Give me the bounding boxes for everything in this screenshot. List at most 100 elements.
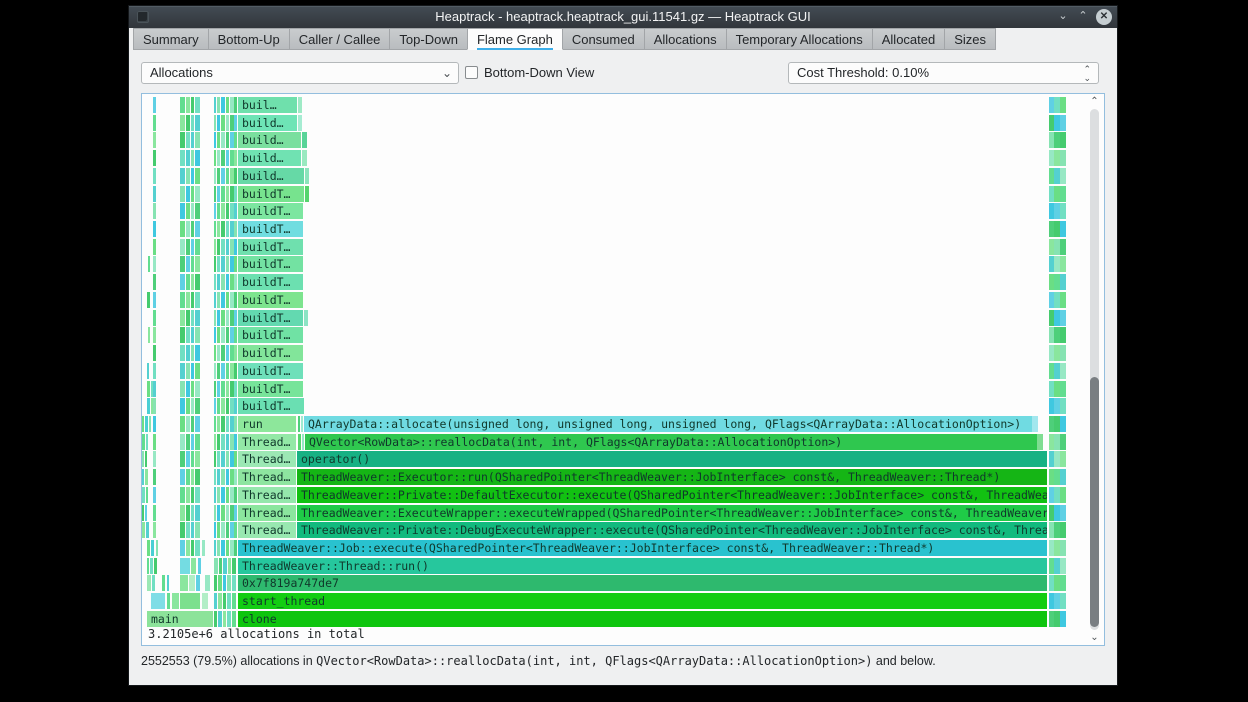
flame-segment[interactable]	[1049, 97, 1054, 113]
flame-segment[interactable]	[217, 451, 220, 468]
scrollbar-track[interactable]	[1090, 109, 1099, 630]
flame-segment[interactable]	[1049, 557, 1054, 574]
flame-segment[interactable]	[214, 114, 216, 131]
flame-segment[interactable]	[186, 185, 190, 202]
flame-segment[interactable]	[191, 380, 194, 397]
flame-segment[interactable]	[214, 469, 216, 486]
flame-segment[interactable]	[221, 540, 225, 556]
flame-segment[interactable]	[234, 203, 237, 220]
flame-segment[interactable]	[230, 380, 234, 397]
flame-segment[interactable]	[230, 274, 234, 291]
flame-segment[interactable]	[147, 575, 151, 592]
tab-allocated[interactable]: Allocated	[871, 28, 946, 50]
flame-segment[interactable]	[234, 486, 237, 503]
flame-segment[interactable]	[234, 185, 237, 202]
flame-segment[interactable]	[1054, 256, 1060, 273]
flame-segment[interactable]	[234, 274, 237, 291]
flame-segment[interactable]	[217, 167, 220, 184]
flame-segment[interactable]	[186, 540, 190, 556]
flame-segment[interactable]	[214, 362, 216, 379]
flame-segment[interactable]	[153, 274, 156, 291]
flame-segment[interactable]	[202, 540, 205, 556]
flame-segment[interactable]	[180, 327, 185, 344]
flame-segment[interactable]	[1060, 433, 1066, 450]
flame-bar[interactable]: 0x7f819a747de7	[238, 575, 1047, 592]
flame-segment[interactable]	[1060, 150, 1066, 167]
flame-segment[interactable]	[152, 575, 155, 592]
flame-segment[interactable]	[1060, 415, 1066, 432]
scroll-up-icon[interactable]: ⌃	[1090, 96, 1099, 107]
flame-segment[interactable]	[1049, 309, 1054, 326]
flame-segment[interactable]	[195, 309, 200, 326]
flame-segment[interactable]	[195, 540, 200, 556]
flame-bar[interactable]: buildT…	[238, 185, 304, 202]
flame-segment[interactable]	[180, 415, 185, 432]
flame-graph[interactable]: buil… build… build… build… build… buildT… buil…	[142, 94, 1104, 645]
flame-segment[interactable]	[195, 327, 200, 344]
flame-segment[interactable]	[151, 593, 165, 610]
tab-sizes[interactable]: Sizes	[944, 28, 997, 50]
flame-segment[interactable]	[226, 415, 229, 432]
flame-segment[interactable]	[221, 504, 225, 521]
flame-segment[interactable]	[191, 451, 194, 468]
flame-segment[interactable]	[186, 274, 190, 291]
flame-segment[interactable]	[1060, 398, 1066, 415]
flame-segment[interactable]	[234, 522, 237, 539]
flame-segment[interactable]	[191, 504, 194, 521]
flame-bar[interactable]: QArrayData::allocate(unsigned long, unsi…	[304, 415, 1032, 432]
flame-segment[interactable]	[186, 433, 190, 450]
flame-bar[interactable]: buildT…	[238, 256, 303, 273]
flame-segment[interactable]	[230, 132, 234, 149]
flame-segment[interactable]	[195, 150, 200, 167]
flame-segment[interactable]	[221, 451, 225, 468]
flame-segment[interactable]	[1060, 469, 1066, 486]
flame-segment[interactable]	[234, 150, 237, 167]
flame-segment[interactable]	[214, 203, 216, 220]
flame-segment[interactable]	[1032, 415, 1038, 432]
flame-segment[interactable]	[234, 415, 237, 432]
flame-segment[interactable]	[214, 274, 216, 291]
flame-segment[interactable]	[217, 327, 220, 344]
flame-segment[interactable]	[1054, 291, 1060, 308]
flame-segment[interactable]	[234, 540, 237, 556]
tab-consumed[interactable]: Consumed	[561, 28, 645, 50]
flame-segment[interactable]	[1060, 132, 1066, 149]
flame-bar[interactable]: build…	[238, 167, 304, 184]
flame-segment[interactable]	[217, 114, 220, 131]
flame-segment[interactable]	[1049, 150, 1054, 167]
flame-segment[interactable]	[218, 610, 222, 627]
flame-segment[interactable]	[1049, 167, 1054, 184]
flame-segment[interactable]	[217, 291, 220, 308]
flame-segment[interactable]	[198, 557, 201, 574]
flame-segment[interactable]	[217, 97, 220, 113]
flame-segment[interactable]	[1049, 398, 1054, 415]
flame-segment[interactable]	[196, 575, 200, 592]
flame-segment[interactable]	[180, 540, 185, 556]
flame-segment[interactable]	[1049, 256, 1054, 273]
flame-segment[interactable]	[1054, 221, 1060, 238]
flame-segment[interactable]	[304, 309, 308, 326]
close-icon[interactable]: ✕	[1096, 9, 1112, 25]
flame-segment[interactable]	[226, 238, 229, 255]
flame-segment[interactable]	[191, 274, 194, 291]
flame-segment[interactable]	[180, 238, 185, 255]
flame-segment[interactable]	[230, 167, 234, 184]
flame-segment[interactable]	[153, 469, 156, 486]
flame-segment[interactable]	[1054, 593, 1060, 610]
flame-segment[interactable]	[1049, 362, 1054, 379]
flame-bar[interactable]: ThreadWeaver::Thread::run()	[238, 557, 1047, 574]
flame-segment[interactable]	[221, 415, 225, 432]
flame-segment[interactable]	[202, 593, 208, 610]
flame-segment[interactable]	[147, 540, 150, 556]
flame-segment[interactable]	[232, 557, 236, 574]
flame-segment[interactable]	[232, 575, 236, 592]
flame-segment[interactable]	[217, 203, 220, 220]
flame-segment[interactable]	[226, 504, 229, 521]
flame-segment[interactable]	[153, 238, 156, 255]
flame-segment[interactable]	[214, 451, 216, 468]
flame-segment[interactable]	[1054, 415, 1060, 432]
flame-segment[interactable]	[186, 469, 190, 486]
flame-segment[interactable]	[234, 238, 237, 255]
flame-segment[interactable]	[226, 309, 229, 326]
flame-segment[interactable]	[1060, 362, 1066, 379]
